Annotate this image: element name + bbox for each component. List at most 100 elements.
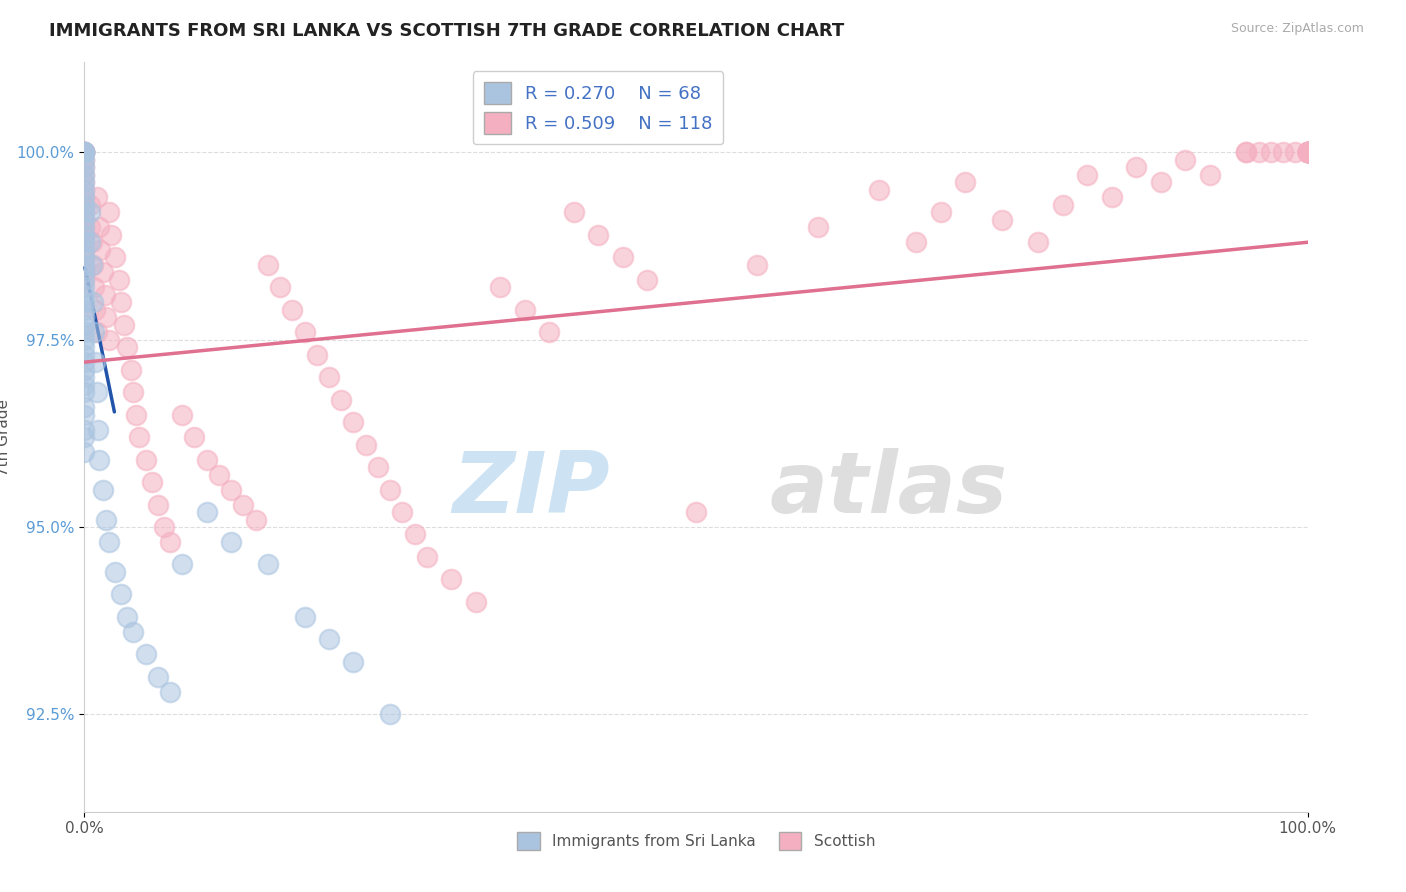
Scottish	[1174, 153, 1197, 167]
Immigrants from Sri Lanka	[73, 175, 96, 189]
Scottish	[1296, 145, 1319, 160]
Immigrants from Sri Lanka	[73, 235, 96, 250]
Scottish	[73, 161, 96, 175]
Text: IMMIGRANTS FROM SRI LANKA VS SCOTTISH 7TH GRADE CORRELATION CHART: IMMIGRANTS FROM SRI LANKA VS SCOTTISH 7T…	[49, 22, 845, 40]
Scottish	[1272, 145, 1295, 160]
Immigrants from Sri Lanka	[73, 250, 96, 264]
Scottish	[905, 235, 928, 250]
Text: Source: ZipAtlas.com: Source: ZipAtlas.com	[1230, 22, 1364, 36]
Immigrants from Sri Lanka	[73, 243, 96, 257]
Immigrants from Sri Lanka	[73, 370, 96, 384]
Scottish	[464, 595, 486, 609]
Immigrants from Sri Lanka	[73, 280, 96, 294]
Scottish	[208, 467, 231, 482]
Scottish	[1296, 145, 1319, 160]
Immigrants from Sri Lanka	[318, 632, 340, 647]
Immigrants from Sri Lanka	[146, 670, 169, 684]
Y-axis label: 7th Grade: 7th Grade	[0, 399, 11, 475]
Scottish	[73, 145, 96, 160]
Scottish	[269, 280, 291, 294]
Scottish	[747, 258, 769, 272]
Immigrants from Sri Lanka	[159, 685, 181, 699]
Immigrants from Sri Lanka	[73, 355, 96, 369]
Scottish	[807, 220, 830, 235]
Immigrants from Sri Lanka	[87, 452, 110, 467]
Immigrants from Sri Lanka	[73, 400, 96, 414]
Scottish	[83, 280, 105, 294]
Scottish	[281, 302, 304, 317]
Scottish	[1284, 145, 1306, 160]
Scottish	[115, 340, 138, 354]
Scottish	[73, 183, 96, 197]
Immigrants from Sri Lanka	[73, 212, 96, 227]
Immigrants from Sri Lanka	[73, 318, 96, 332]
Scottish	[73, 205, 96, 219]
Scottish	[73, 145, 96, 160]
Scottish	[991, 212, 1014, 227]
Scottish	[305, 348, 328, 362]
Scottish	[1296, 145, 1319, 160]
Scottish	[73, 175, 96, 189]
Scottish	[73, 145, 96, 160]
Immigrants from Sri Lanka	[73, 145, 96, 160]
Immigrants from Sri Lanka	[97, 535, 120, 549]
Immigrants from Sri Lanka	[96, 512, 118, 526]
Scottish	[172, 408, 194, 422]
Scottish	[404, 527, 426, 541]
Immigrants from Sri Lanka	[91, 483, 114, 497]
Immigrants from Sri Lanka	[104, 565, 127, 579]
Scottish	[195, 452, 218, 467]
Scottish	[153, 520, 176, 534]
Immigrants from Sri Lanka	[73, 362, 96, 376]
Scottish	[122, 385, 145, 400]
Scottish	[869, 183, 891, 197]
Immigrants from Sri Lanka	[195, 505, 218, 519]
Scottish	[929, 205, 952, 219]
Scottish	[79, 198, 101, 212]
Scottish	[73, 145, 96, 160]
Scottish	[318, 370, 340, 384]
Immigrants from Sri Lanka	[73, 423, 96, 437]
Scottish	[96, 310, 118, 325]
Scottish	[1052, 198, 1074, 212]
Scottish	[1260, 145, 1282, 160]
Scottish	[100, 227, 122, 242]
Scottish	[73, 265, 96, 279]
Legend: Immigrants from Sri Lanka, Scottish: Immigrants from Sri Lanka, Scottish	[510, 826, 882, 856]
Immigrants from Sri Lanka	[73, 287, 96, 301]
Scottish	[73, 145, 96, 160]
Immigrants from Sri Lanka	[80, 258, 103, 272]
Immigrants from Sri Lanka	[73, 190, 96, 204]
Scottish	[73, 258, 96, 272]
Text: ZIP: ZIP	[453, 448, 610, 531]
Scottish	[141, 475, 163, 489]
Scottish	[146, 498, 169, 512]
Immigrants from Sri Lanka	[73, 265, 96, 279]
Scottish	[84, 302, 107, 317]
Scottish	[1296, 145, 1319, 160]
Scottish	[219, 483, 242, 497]
Scottish	[135, 452, 157, 467]
Scottish	[380, 483, 402, 497]
Immigrants from Sri Lanka	[73, 302, 96, 317]
Immigrants from Sri Lanka	[294, 610, 316, 624]
Scottish	[73, 153, 96, 167]
Scottish	[1101, 190, 1123, 204]
Scottish	[73, 198, 96, 212]
Scottish	[73, 190, 96, 204]
Scottish	[538, 325, 561, 339]
Scottish	[110, 295, 132, 310]
Scottish	[294, 325, 316, 339]
Immigrants from Sri Lanka	[79, 235, 101, 250]
Scottish	[82, 258, 104, 272]
Scottish	[86, 190, 108, 204]
Immigrants from Sri Lanka	[73, 385, 96, 400]
Scottish	[89, 243, 111, 257]
Scottish	[1028, 235, 1050, 250]
Scottish	[612, 250, 634, 264]
Immigrants from Sri Lanka	[73, 168, 96, 182]
Scottish	[367, 460, 389, 475]
Immigrants from Sri Lanka	[73, 408, 96, 422]
Scottish	[1247, 145, 1270, 160]
Immigrants from Sri Lanka	[73, 198, 96, 212]
